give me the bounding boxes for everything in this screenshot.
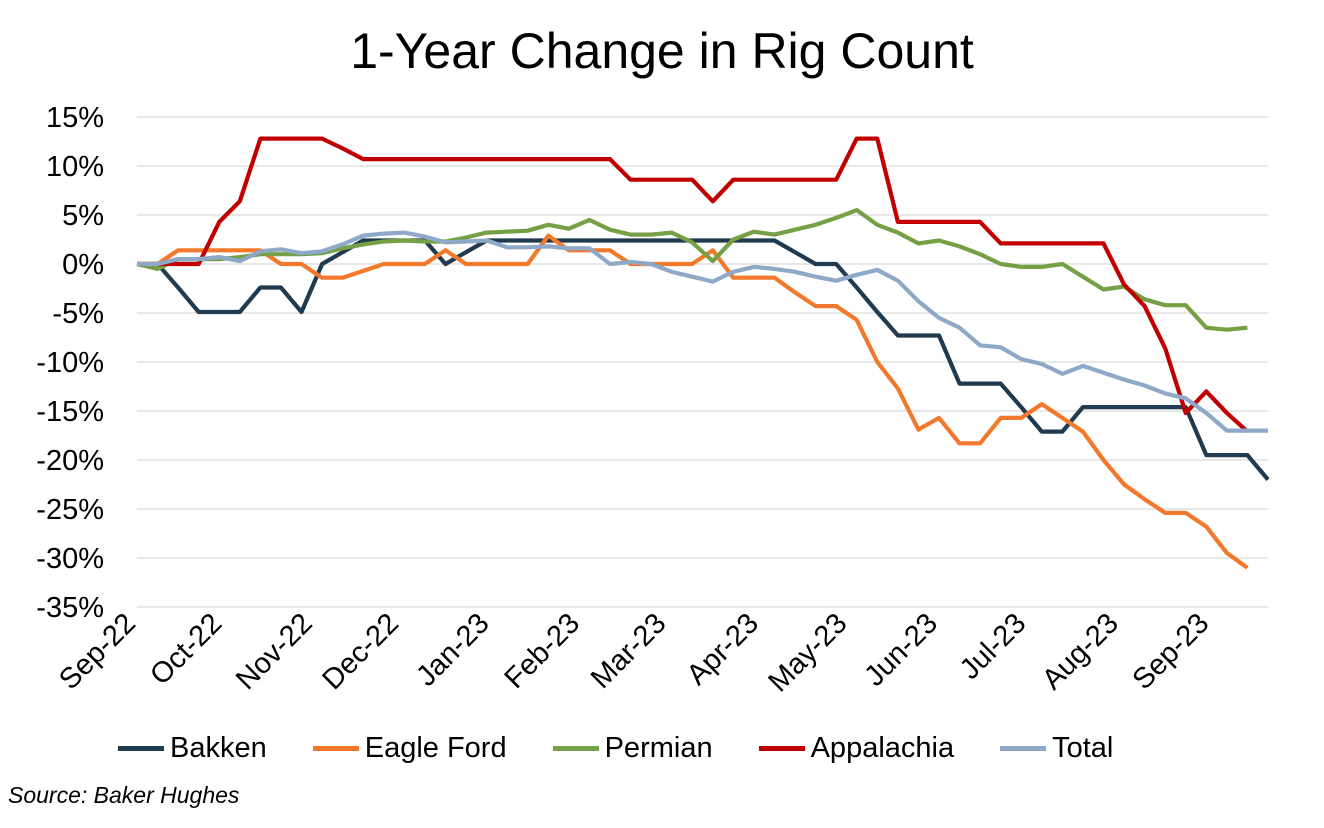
legend-label-appalachia: Appalachia <box>810 732 955 764</box>
x-tick-label: Oct-22 <box>144 607 228 691</box>
legend-swatch-total <box>1000 746 1047 751</box>
legend-item-total: Total <box>1000 732 1113 765</box>
series-lines <box>136 136 1270 570</box>
legend-item-eagle-ford: Eagle Ford <box>312 732 507 765</box>
y-tick-label: -10% <box>36 347 104 379</box>
x-tick-label: Dec-22 <box>316 607 405 696</box>
series-line-eagle-ford <box>137 233 1249 570</box>
y-tick-label: 10% <box>46 151 104 183</box>
legend-swatch-permian <box>552 746 599 751</box>
y-tick-label: -5% <box>52 298 104 330</box>
source-note: Source: Baker Hughes <box>8 782 240 808</box>
x-tick-label: Apr-23 <box>681 607 765 691</box>
x-tick-label: Jun-23 <box>859 607 944 692</box>
y-tick-label: -30% <box>36 543 104 575</box>
legend-label-bakken: Bakken <box>170 732 267 764</box>
legend-swatch-appalachia <box>758 746 805 751</box>
legend-item-permian: Permian <box>552 732 713 765</box>
legend-label-permian: Permian <box>604 732 713 764</box>
legend-item-bakken: Bakken <box>118 732 267 765</box>
series-line-total <box>137 230 1268 433</box>
y-tick-label: -25% <box>36 494 104 526</box>
chart-title: 1-Year Change in Rig Count <box>350 23 974 79</box>
y-tick-label: -20% <box>36 445 104 477</box>
x-tick-label: Jul-23 <box>954 607 1032 685</box>
series-line-bakken <box>137 238 1270 481</box>
series-line-appalachia <box>137 136 1249 434</box>
y-axis-tick-labels: 15% 10% 5% 0% -5% -10% -15% -20% -25% -30% -35% <box>36 102 104 624</box>
x-tick-label: Feb-23 <box>499 607 587 695</box>
x-tick-label: Nov-22 <box>230 607 319 696</box>
legend-swatch-eagle-ford <box>312 746 359 751</box>
x-tick-label: Mar-23 <box>585 607 673 695</box>
y-tick-label: 15% <box>46 102 104 134</box>
gridlines <box>137 116 1268 608</box>
y-tick-label: 5% <box>62 200 104 232</box>
y-tick-label: -15% <box>36 396 104 428</box>
x-tick-label: May-23 <box>762 607 853 698</box>
legend: Bakken Eagle Ford Permian Appalachia Tot… <box>118 732 1113 765</box>
y-tick-label: 0% <box>62 249 104 281</box>
legend-label-eagle-ford: Eagle Ford <box>364 732 507 764</box>
legend-swatch-bakken <box>118 746 164 751</box>
x-tick-label: Sep-23 <box>1127 607 1216 696</box>
legend-label-total: Total <box>1052 732 1114 764</box>
legend-item-appalachia: Appalachia <box>758 732 955 765</box>
y-tick-label: -35% <box>36 592 104 624</box>
x-tick-label: Aug-23 <box>1036 607 1125 696</box>
x-tick-label: Jan-23 <box>410 607 495 692</box>
